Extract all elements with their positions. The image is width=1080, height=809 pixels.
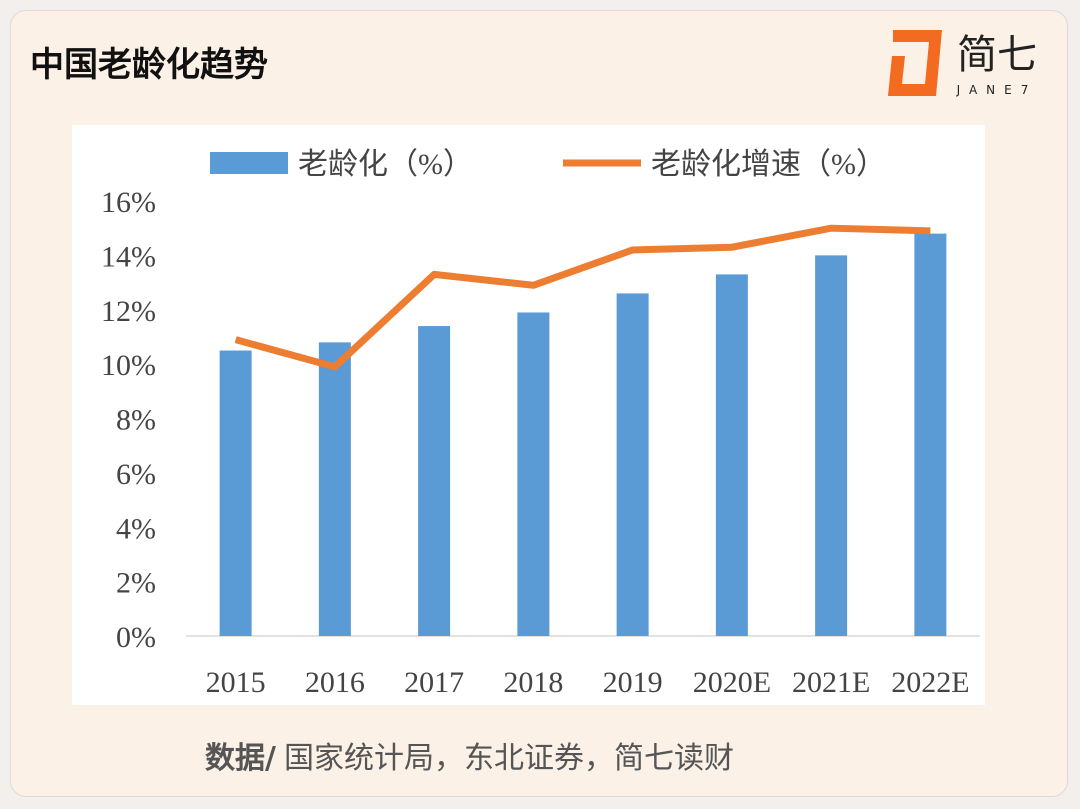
y-tick-label: 6% bbox=[116, 458, 156, 491]
y-tick-label: 14% bbox=[101, 240, 156, 273]
x-tick-label: 2016 bbox=[305, 666, 365, 699]
logo-mark bbox=[888, 30, 942, 96]
x-tick-label: 2020E bbox=[693, 666, 771, 699]
x-tick-label: 2017 bbox=[404, 666, 464, 699]
chart-title: 中国老龄化趋势 bbox=[30, 45, 268, 85]
bar bbox=[517, 312, 550, 636]
x-tick-label: 2019 bbox=[603, 666, 663, 699]
bar bbox=[318, 342, 351, 636]
bar bbox=[418, 326, 451, 636]
y-tick-label: 2% bbox=[116, 567, 156, 600]
source: 国家统计局，东北证券，简七读财 bbox=[284, 741, 734, 776]
legend-label: 老龄化（%） bbox=[298, 148, 473, 181]
footer: 数据/国家统计局，东北证券，简七读财 bbox=[205, 741, 734, 776]
x-tick-label: 2022E bbox=[891, 666, 969, 699]
bar bbox=[219, 350, 252, 636]
logo-sub: JANE7 bbox=[956, 83, 1038, 97]
bar bbox=[815, 255, 848, 636]
y-tick-label: 10% bbox=[101, 349, 156, 382]
x-tick-label: 2015 bbox=[206, 666, 266, 699]
x-tick-label: 2021E bbox=[792, 666, 870, 699]
legend-swatch bbox=[210, 152, 288, 174]
source-label: 数据/ bbox=[205, 741, 276, 776]
logo-name: 简七 bbox=[957, 32, 1037, 78]
bar bbox=[715, 274, 748, 636]
bar bbox=[914, 233, 947, 636]
legend-label: 老龄化增速（%） bbox=[651, 148, 886, 181]
y-tick-label: 8% bbox=[116, 404, 156, 437]
y-tick-label: 16% bbox=[101, 186, 156, 219]
x-tick-label: 2018 bbox=[503, 666, 563, 699]
line bbox=[234, 224, 931, 371]
y-tick-label: 4% bbox=[116, 512, 156, 545]
y-tick-label: 0% bbox=[116, 621, 156, 654]
bar bbox=[616, 293, 649, 636]
y-tick-label: 12% bbox=[101, 295, 156, 328]
